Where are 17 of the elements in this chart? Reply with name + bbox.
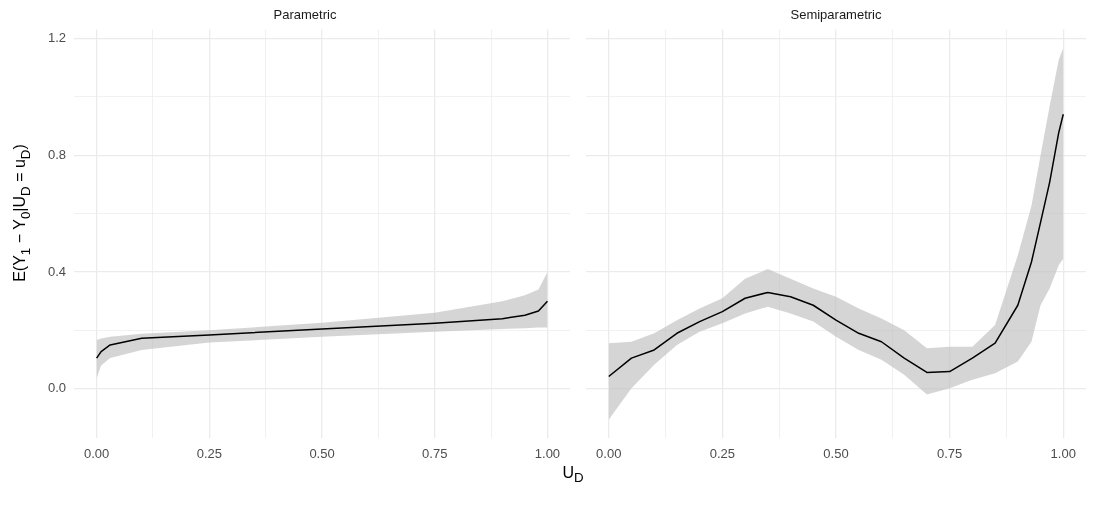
x-tick-label: 0.50: [309, 445, 335, 461]
y-tick-label: 0.8: [47, 146, 67, 162]
chart-title: Parametric: [273, 7, 337, 23]
x-tick-label: 0.25: [196, 445, 222, 461]
chart-title: Semiparametric: [790, 7, 883, 23]
x-tick-label: 0.75: [936, 445, 963, 461]
x-tick-label: 1.00: [534, 445, 561, 461]
x-tick-label: 0.25: [709, 445, 736, 461]
x-tick-label: 0.00: [596, 445, 622, 461]
x-tick-label: 0.75: [422, 445, 448, 461]
x-tick-label: 0.50: [823, 445, 849, 461]
y-tick-label: 0.4: [47, 263, 67, 279]
x-axis-title: U$_{D}$: [561, 464, 585, 486]
x-tick-label: 1.00: [1050, 445, 1076, 461]
y-tick-label: 1.2: [47, 29, 67, 45]
y-tick-label: 0.0: [47, 380, 67, 396]
x-tick-label: 0.00: [83, 445, 110, 461]
